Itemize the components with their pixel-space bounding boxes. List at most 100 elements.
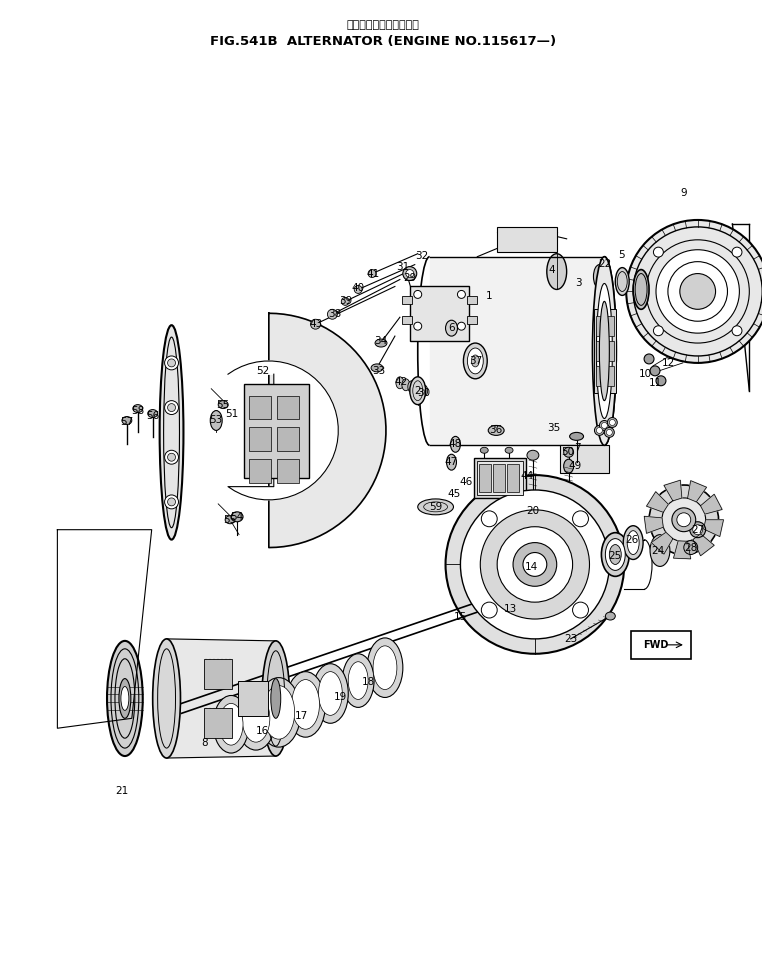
- Text: 29: 29: [403, 273, 416, 283]
- Bar: [277, 459, 298, 483]
- Text: 10: 10: [639, 369, 652, 379]
- Text: 12: 12: [662, 358, 675, 368]
- Bar: [507, 464, 519, 492]
- Text: 17: 17: [295, 712, 308, 722]
- Bar: [410, 287, 470, 341]
- Circle shape: [680, 274, 715, 309]
- Circle shape: [461, 490, 610, 639]
- Text: 43: 43: [310, 319, 323, 330]
- Ellipse shape: [644, 354, 654, 364]
- Ellipse shape: [564, 448, 574, 457]
- Text: 42: 42: [394, 376, 408, 387]
- Text: 1: 1: [486, 292, 493, 301]
- Circle shape: [523, 553, 547, 576]
- Bar: [277, 396, 298, 419]
- Ellipse shape: [148, 410, 158, 417]
- Bar: [277, 427, 298, 451]
- Text: 34: 34: [374, 336, 388, 346]
- Bar: [249, 427, 271, 451]
- Bar: [597, 316, 614, 336]
- Ellipse shape: [547, 254, 567, 290]
- Circle shape: [168, 498, 175, 506]
- Ellipse shape: [488, 425, 504, 436]
- Circle shape: [662, 498, 705, 541]
- Text: 23: 23: [564, 634, 578, 644]
- Ellipse shape: [262, 641, 290, 756]
- Ellipse shape: [231, 512, 243, 522]
- Bar: [249, 396, 271, 419]
- Circle shape: [403, 266, 417, 281]
- Text: 44: 44: [520, 471, 533, 481]
- Circle shape: [513, 543, 557, 586]
- Bar: [402, 316, 412, 325]
- Text: 40: 40: [352, 284, 365, 293]
- Bar: [560, 446, 610, 473]
- Text: 36: 36: [490, 425, 503, 436]
- Polygon shape: [704, 520, 724, 536]
- Circle shape: [481, 511, 497, 526]
- Text: 15: 15: [454, 612, 467, 622]
- Text: 38: 38: [327, 309, 341, 319]
- Ellipse shape: [313, 664, 348, 723]
- Text: 9: 9: [681, 188, 687, 198]
- Circle shape: [572, 511, 588, 526]
- Ellipse shape: [420, 385, 428, 397]
- Bar: [467, 296, 477, 304]
- Text: 49: 49: [568, 461, 581, 471]
- Text: 16: 16: [256, 726, 269, 736]
- Polygon shape: [651, 532, 673, 554]
- Bar: [402, 296, 412, 304]
- Polygon shape: [430, 256, 604, 446]
- Ellipse shape: [564, 459, 574, 473]
- Ellipse shape: [220, 703, 243, 745]
- Bar: [244, 384, 308, 478]
- Text: 57: 57: [120, 417, 134, 427]
- Ellipse shape: [373, 645, 397, 689]
- Ellipse shape: [225, 516, 235, 524]
- Text: 39: 39: [340, 296, 353, 306]
- Ellipse shape: [153, 639, 181, 758]
- Text: 33: 33: [373, 366, 386, 375]
- Text: 8: 8: [201, 738, 207, 748]
- Text: 50: 50: [561, 448, 575, 457]
- Circle shape: [311, 319, 321, 330]
- Text: 46: 46: [460, 477, 473, 488]
- Ellipse shape: [107, 641, 143, 756]
- Bar: [249, 459, 271, 483]
- Circle shape: [653, 326, 663, 335]
- Ellipse shape: [445, 320, 457, 336]
- Text: 48: 48: [449, 440, 462, 449]
- Bar: [204, 709, 232, 738]
- Polygon shape: [673, 541, 691, 559]
- Text: 19: 19: [334, 692, 347, 702]
- Ellipse shape: [600, 301, 610, 401]
- Text: 41: 41: [366, 268, 379, 279]
- Circle shape: [600, 420, 610, 430]
- Ellipse shape: [160, 326, 184, 539]
- Ellipse shape: [527, 450, 539, 460]
- Circle shape: [168, 453, 175, 461]
- Ellipse shape: [236, 686, 275, 750]
- Bar: [597, 341, 614, 361]
- Circle shape: [627, 220, 765, 363]
- Ellipse shape: [218, 401, 228, 409]
- Circle shape: [732, 326, 742, 335]
- Ellipse shape: [122, 416, 132, 424]
- Ellipse shape: [375, 339, 387, 347]
- Circle shape: [597, 427, 602, 434]
- Ellipse shape: [605, 538, 625, 570]
- Text: 7: 7: [575, 444, 581, 453]
- Circle shape: [414, 322, 422, 331]
- Polygon shape: [701, 494, 722, 514]
- Text: 55: 55: [223, 515, 236, 525]
- Ellipse shape: [418, 499, 454, 515]
- Bar: [238, 681, 268, 717]
- Text: 26: 26: [626, 534, 639, 545]
- Text: 4: 4: [549, 264, 555, 275]
- Circle shape: [480, 510, 590, 619]
- Ellipse shape: [633, 270, 649, 309]
- Bar: [480, 464, 491, 492]
- Ellipse shape: [451, 437, 461, 452]
- Ellipse shape: [285, 672, 325, 737]
- Text: 32: 32: [415, 251, 428, 260]
